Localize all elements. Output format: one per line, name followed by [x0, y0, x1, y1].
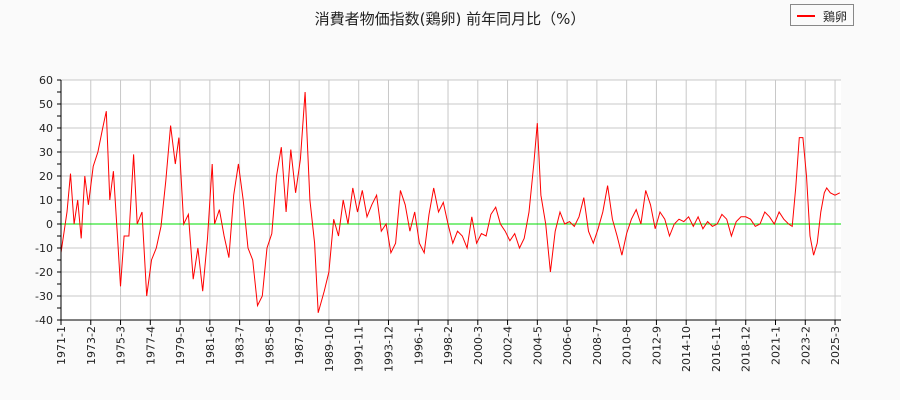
- x-tick-label: 1998-2: [442, 326, 455, 365]
- y-tick-label: 30: [39, 146, 53, 159]
- legend: 鶏卵: [790, 4, 854, 26]
- axes: [57, 79, 841, 325]
- x-tick-label: 2018-12: [740, 326, 753, 372]
- x-tick-label: 1991-11: [353, 326, 366, 372]
- y-tick-label: -30: [35, 290, 53, 303]
- x-tick-label: 2025-3: [829, 326, 842, 365]
- x-tick-label: 1996-1: [412, 326, 425, 365]
- x-tick-label: 2023-2: [799, 326, 812, 365]
- y-tick-label: 60: [39, 74, 53, 87]
- x-tick-label: 2006-6: [561, 326, 574, 365]
- x-tick-label: 1971-1: [55, 326, 68, 365]
- x-tick-label: 1989-10: [323, 326, 336, 372]
- grid-lines: [60, 79, 841, 321]
- y-tick-label: -10: [35, 242, 53, 255]
- x-tick-label: 2008-7: [591, 326, 604, 365]
- chart-title: 消費者物価指数(鶏卵) 前年同月比（%）: [314, 10, 586, 28]
- y-tick-label: 50: [39, 98, 53, 111]
- y-tick-label: 20: [39, 170, 53, 183]
- x-tick-label: 1985-8: [263, 326, 276, 365]
- y-tick-label: -40: [35, 314, 53, 327]
- x-axis-labels: 1971-1 1973-2 1975-3 1977-4 1979-5 1981-6 1983…: [55, 326, 842, 372]
- y-tick-label: 40: [39, 122, 53, 135]
- x-tick-label: 2012-9: [650, 326, 663, 365]
- x-tick-label: 1977-4: [144, 326, 157, 365]
- y-tick-label: 10: [39, 194, 53, 207]
- legend-label: 鶏卵: [823, 10, 848, 24]
- x-tick-label: 2021-1: [770, 326, 783, 365]
- x-tick-label: 1993-12: [382, 326, 395, 372]
- y-tick-label: -20: [35, 266, 53, 279]
- x-tick-label: 2002-4: [502, 326, 515, 365]
- x-tick-label: 2004-5: [531, 326, 544, 365]
- x-tick-label: 1975-3: [115, 326, 128, 365]
- legend-swatch-icon: [797, 15, 815, 17]
- series-line: [60, 91, 841, 313]
- x-tick-label: 1973-2: [85, 326, 98, 365]
- x-tick-label: 2000-3: [472, 326, 485, 365]
- y-tick-label: 0: [46, 218, 53, 231]
- x-tick-label: 2010-8: [621, 326, 634, 365]
- x-tick-label: 2014-10: [680, 326, 693, 372]
- x-tick-label: 1979-5: [174, 326, 187, 365]
- y-axis-labels: -40 -30 -20 -10 0 10 20 30 40 50 60: [35, 74, 53, 327]
- x-tick-label: 1987-9: [293, 326, 306, 365]
- x-tick-label: 1981-6: [204, 326, 217, 365]
- x-tick-label: 1983-7: [234, 326, 247, 365]
- x-tick-label: 2016-11: [710, 326, 723, 372]
